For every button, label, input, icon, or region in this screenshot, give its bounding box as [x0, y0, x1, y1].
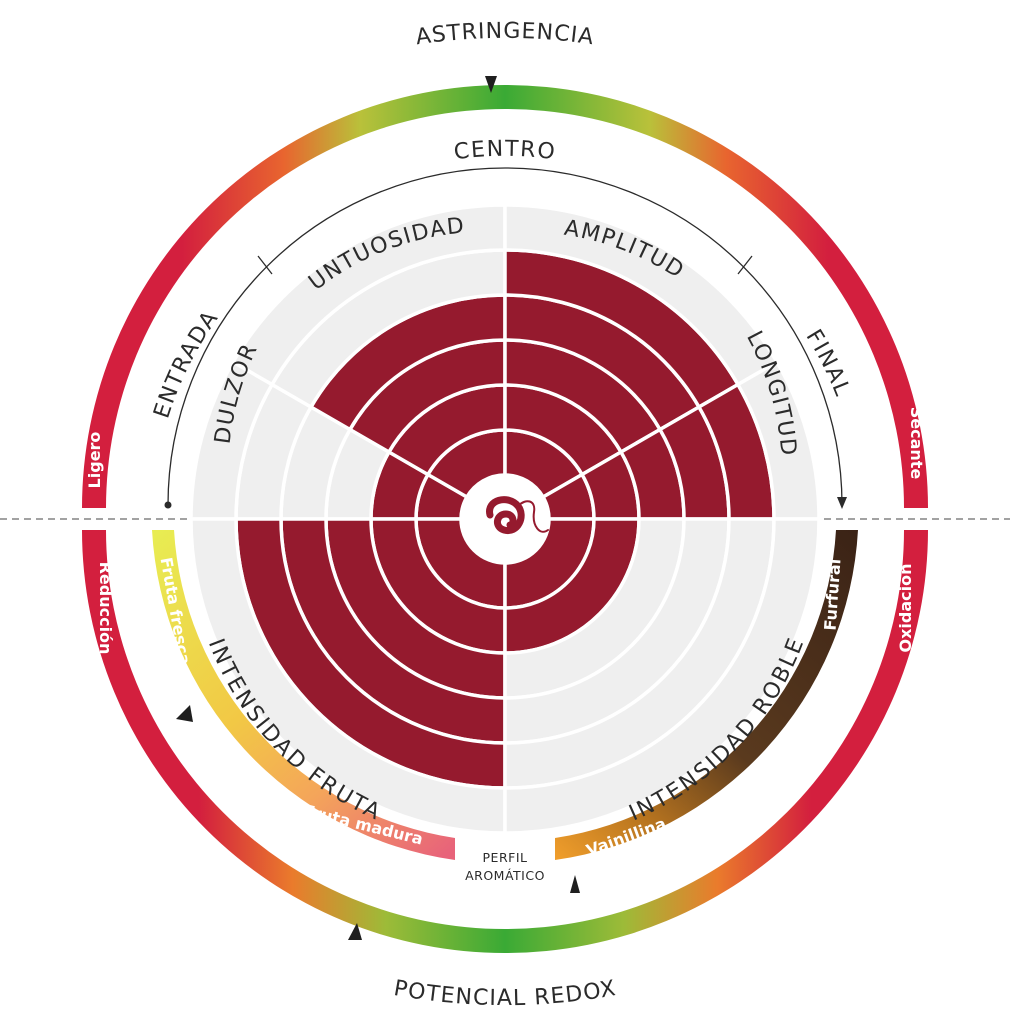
oak-marker-icon — [570, 875, 580, 893]
mouth-arc-end-arrow — [837, 497, 847, 509]
winery-logo-icon — [486, 496, 549, 535]
fruit-band — [152, 530, 455, 860]
mouth-arc-tick-left — [257, 255, 273, 275]
sector-intensidad-roble-ring-6-empty — [503, 517, 821, 835]
oak-band — [555, 530, 858, 860]
sector-intensidad-fruta-ring-6-empty — [189, 517, 507, 835]
mouth-arc-tick-right — [737, 255, 753, 275]
fruit-marker-icon — [176, 705, 193, 722]
center-emblem-bg — [461, 475, 549, 563]
astringency-title: ASTRINGENCIA — [414, 19, 596, 50]
band-label-furfural: Furfural — [821, 558, 845, 631]
centro-label: CENTRO — [453, 137, 558, 165]
perfil-label: PERFIL — [483, 850, 528, 865]
band-label-reduccion: Reducción — [96, 562, 115, 655]
final-label: FINAL — [801, 325, 855, 400]
redox-marker-icon — [348, 923, 362, 940]
mouth-arc — [167, 167, 843, 506]
band-label-oxidacion: Oxidación — [896, 563, 915, 652]
band-label-secante: Secante — [907, 407, 926, 480]
mouth-arc-start-dot — [164, 501, 172, 509]
aromatico-label: AROMÁTICO — [465, 868, 545, 883]
band-label-ligero: Ligero — [85, 432, 104, 489]
redox-title: POTENCIAL REDOX — [392, 976, 618, 1011]
astringency-marker-icon — [485, 76, 497, 93]
sectors-group — [189, 203, 821, 835]
